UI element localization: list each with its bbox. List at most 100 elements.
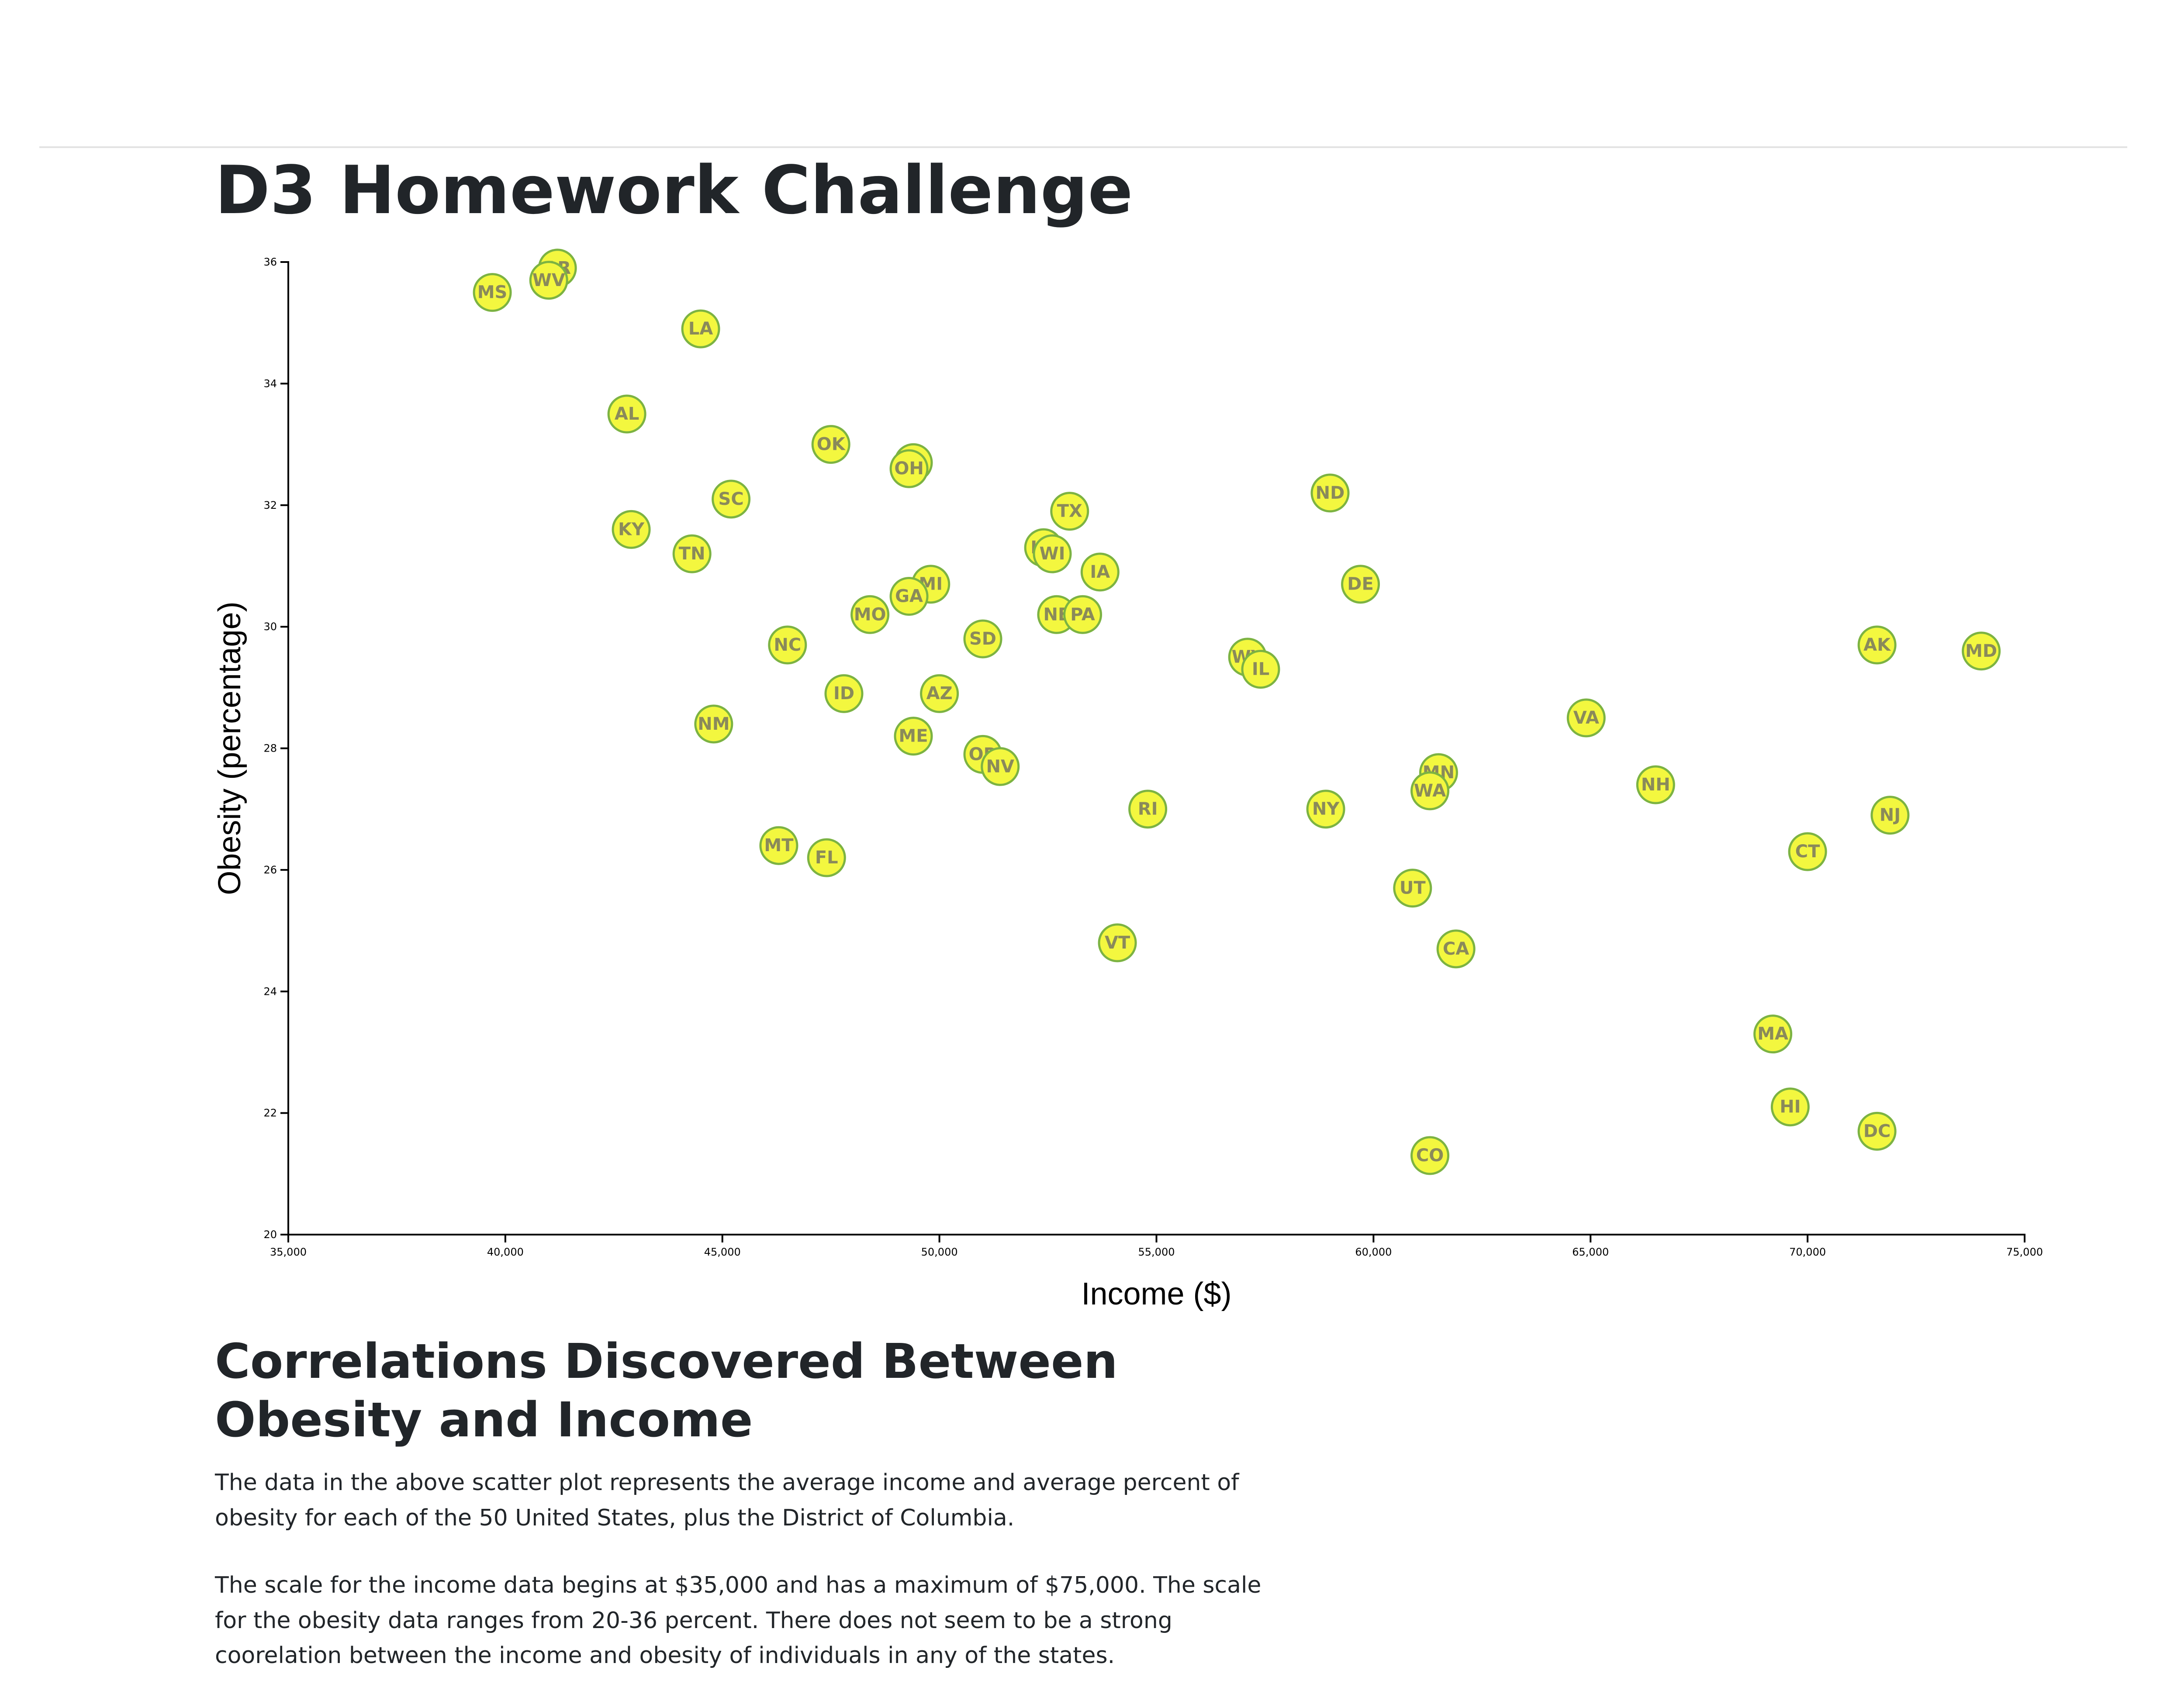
data-point-tx xyxy=(1050,492,1089,531)
data-point-fl xyxy=(807,838,846,877)
data-label-nj: NJ xyxy=(1880,805,1901,825)
data-point-sd xyxy=(963,619,1002,659)
data-label-me: ME xyxy=(899,726,928,746)
data-label-la: LA xyxy=(688,319,713,339)
x-axis-title: Income ($) xyxy=(1081,1277,1231,1311)
data-label-al: AL xyxy=(615,404,639,424)
x-tick-label: 40,000 xyxy=(487,1246,524,1258)
page-title: D3 Homework Challenge xyxy=(215,152,1133,229)
y-tick-label: 20 xyxy=(263,1228,277,1241)
data-label-ma: MA xyxy=(1757,1024,1788,1044)
data-point-ny xyxy=(1306,790,1345,829)
data-point-mt xyxy=(759,826,798,865)
data-label-ny: NY xyxy=(1312,799,1340,819)
data-label-nv: NV xyxy=(986,756,1014,776)
y-axis-title: Obesity (percentage) xyxy=(212,601,247,895)
data-label-ak: AK xyxy=(1863,635,1891,655)
data-label-dc: DC xyxy=(1863,1121,1891,1141)
data-label-ga: GA xyxy=(895,587,923,607)
data-point-il xyxy=(1241,650,1280,689)
data-label-ut: UT xyxy=(1400,878,1426,898)
x-tick-label: 45,000 xyxy=(704,1246,741,1258)
y-tick-label: 30 xyxy=(263,621,277,633)
data-point-wi xyxy=(1033,534,1072,573)
data-point-nm xyxy=(694,704,733,744)
scatter-chart-svg: 20 22 24 26 28 30 32 34 36 35,000 40,000 45,000 50,0… xyxy=(212,248,2043,1311)
data-label-fl: FL xyxy=(815,848,838,868)
data-label-ky: KY xyxy=(618,519,645,539)
y-tick-label: 24 xyxy=(263,985,277,997)
data-point-ms xyxy=(473,273,512,312)
data-point-tn xyxy=(672,534,712,573)
data-label-wv: WV xyxy=(532,270,565,290)
data-point-al xyxy=(607,394,646,434)
data-label-oh: OH xyxy=(894,459,923,479)
data-point-ut xyxy=(1393,869,1432,908)
data-point-wa xyxy=(1410,771,1450,811)
data-label-vt: VT xyxy=(1105,933,1130,953)
y-tick-label: 36 xyxy=(263,256,277,268)
section-title: Correlations Discovered Between Obesity … xyxy=(215,1333,1118,1448)
data-label-co: CO xyxy=(1416,1146,1444,1166)
data-label-hi: HI xyxy=(1780,1097,1801,1117)
data-label-ms: MS xyxy=(477,283,508,303)
top-divider xyxy=(39,146,2127,148)
data-point-ak xyxy=(1857,625,1897,665)
data-label-ct: CT xyxy=(1795,842,1820,862)
data-point-co xyxy=(1410,1136,1450,1175)
data-label-nm: NM xyxy=(698,714,729,734)
data-point-ia xyxy=(1080,552,1120,592)
data-label-va: VA xyxy=(1573,708,1599,728)
data-label-ri: RI xyxy=(1138,799,1158,819)
scatter-chart: 20 22 24 26 28 30 32 34 36 35,000 40,000 45,000 50,0… xyxy=(0,245,2174,1336)
data-label-tn: TN xyxy=(679,544,705,564)
data-point-ri xyxy=(1128,790,1168,829)
data-label-md: MD xyxy=(1965,641,1997,661)
data-label-id: ID xyxy=(833,683,854,704)
data-point-me xyxy=(894,717,933,756)
data-label-tx: TX xyxy=(1057,501,1082,521)
data-label-il: IL xyxy=(1252,659,1269,680)
data-point-dc xyxy=(1857,1111,1897,1151)
y-tick-label: 28 xyxy=(263,742,277,755)
data-point-nv xyxy=(981,747,1020,786)
data-point-nc xyxy=(768,625,807,665)
data-point-ok xyxy=(811,425,850,464)
data-point-wv xyxy=(529,261,568,300)
data-point-pa xyxy=(1063,595,1103,634)
data-label-mo: MO xyxy=(854,604,886,625)
data-point-mo xyxy=(850,595,890,634)
data-point-id xyxy=(824,674,864,713)
data-point-sc xyxy=(712,480,751,519)
x-tick-label: 60,000 xyxy=(1355,1246,1392,1258)
y-tick-label: 34 xyxy=(263,377,277,390)
x-tick-label: 55,000 xyxy=(1138,1246,1175,1258)
x-tick-label: 65,000 xyxy=(1572,1246,1609,1258)
x-tick-label: 35,000 xyxy=(270,1246,307,1258)
data-point-ga xyxy=(889,577,929,616)
data-label-az: AZ xyxy=(926,683,953,704)
data-point-ma xyxy=(1753,1014,1793,1054)
data-point-ct xyxy=(1788,832,1827,871)
description-paragraph-2: The scale for the income data begins at … xyxy=(215,1572,1262,1669)
data-label-nc: NC xyxy=(774,635,801,655)
data-label-nh: NH xyxy=(1641,775,1670,795)
data-label-sd: SD xyxy=(969,629,996,649)
data-label-mt: MT xyxy=(764,835,794,856)
y-axis-line xyxy=(280,261,2025,1242)
y-tick-label: 26 xyxy=(263,864,277,876)
data-point-hi xyxy=(1770,1087,1810,1127)
data-point-vt xyxy=(1098,923,1137,963)
data-point-nj xyxy=(1870,796,1910,835)
data-point-la xyxy=(681,309,720,349)
data-label-de: DE xyxy=(1347,574,1374,594)
data-point-ca xyxy=(1436,929,1476,969)
data-label-ia: IA xyxy=(1090,562,1110,582)
x-tick-label: 50,000 xyxy=(921,1246,958,1258)
data-point-nd xyxy=(1310,473,1350,513)
x-tick-label: 70,000 xyxy=(1789,1246,1826,1258)
data-point-md xyxy=(1962,631,2001,671)
data-label-wa: WA xyxy=(1414,781,1446,801)
data-label-pa: PA xyxy=(1070,604,1095,625)
data-label-ok: OK xyxy=(817,435,846,455)
